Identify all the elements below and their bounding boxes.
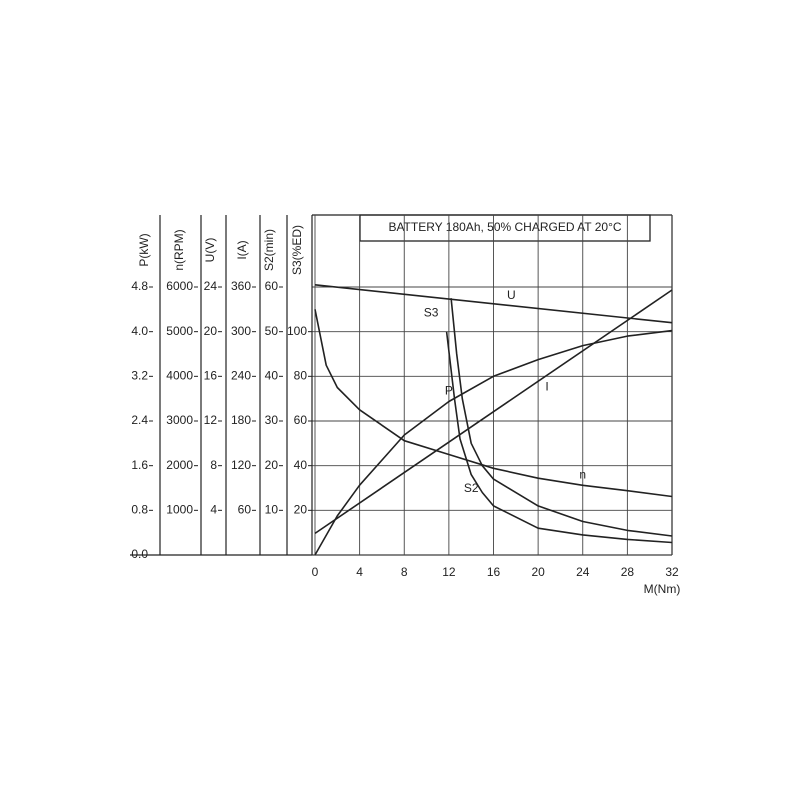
axis-label: S2(min) (262, 229, 276, 271)
y-tick-label: 100 (287, 324, 307, 338)
y-tick-label: 0.0 (131, 547, 148, 561)
line-series (314, 329, 673, 556)
y-tick-label: 3.2 (131, 369, 148, 383)
y-tick-label: 12 (204, 413, 218, 427)
y-tick-label: 240 (231, 369, 251, 383)
x-tick-label: 4 (356, 565, 363, 579)
axis-label: P(kW) (137, 233, 151, 266)
x-tick-label: 12 (442, 565, 456, 579)
x-tick-label: 24 (576, 565, 590, 579)
line-series (314, 309, 673, 498)
y-tick-label: 40 (265, 369, 279, 383)
line-series (314, 284, 673, 324)
x-axis-label: M(Nm) (644, 582, 681, 596)
x-tick-label: 20 (531, 565, 545, 579)
line-series (314, 289, 673, 535)
y-tick-label: 10 (265, 503, 279, 517)
axis-label: n(RPM) (172, 229, 186, 270)
axis-label: U(V) (203, 238, 217, 263)
x-tick-label: 16 (487, 565, 501, 579)
y-tick-label: 3000 (166, 413, 193, 427)
y-tick-label: 1.6 (131, 458, 148, 472)
y-tick-label: 360 (231, 279, 251, 293)
y-tick-label: 24 (204, 279, 218, 293)
y-tick-label: 6000 (166, 279, 193, 293)
y-tick-label: 0.8 (131, 503, 148, 517)
y-tick-label: 16 (204, 369, 218, 383)
y-tick-label: 300 (231, 324, 251, 338)
series-label: P (445, 384, 453, 398)
x-tick-label: 32 (665, 565, 679, 579)
y-tick-label: 5000 (166, 324, 193, 338)
series-label: S2 (464, 481, 479, 495)
y-tick-label: 4.8 (131, 279, 148, 293)
y-tick-label: 4000 (166, 369, 193, 383)
y-tick-label: 20 (265, 458, 279, 472)
series-label: I (545, 379, 548, 393)
y-tick-label: 20 (204, 324, 218, 338)
y-tick-label: 40 (294, 458, 308, 472)
series-label: n (579, 467, 586, 481)
y-tick-label: 80 (294, 369, 308, 383)
y-tick-label: 4 (210, 503, 217, 517)
y-tick-label: 2000 (166, 458, 193, 472)
y-tick-label: 60 (265, 279, 279, 293)
series-label: S3 (424, 305, 439, 319)
y-tick-label: 20 (294, 503, 308, 517)
y-tick-label: 50 (265, 324, 279, 338)
chart-title: BATTERY 180Ah, 50% CHARGED AT 20°C (388, 220, 621, 234)
line-series (450, 298, 673, 537)
axis-label: I(A) (235, 240, 249, 259)
x-tick-label: 0 (312, 565, 319, 579)
y-tick-label: 60 (294, 413, 308, 427)
x-tick-label: 8 (401, 565, 408, 579)
y-tick-label: 1000 (166, 503, 193, 517)
series-label: U (507, 288, 516, 302)
y-tick-label: 60 (238, 503, 252, 517)
line-series (445, 331, 673, 544)
y-tick-label: 4.0 (131, 324, 148, 338)
x-tick-label: 28 (621, 565, 635, 579)
y-tick-label: 2.4 (131, 413, 148, 427)
axis-label: S3(%ED) (290, 225, 304, 275)
y-tick-label: 120 (231, 458, 251, 472)
y-tick-label: 8 (210, 458, 217, 472)
y-tick-label: 30 (265, 413, 279, 427)
y-tick-label: 180 (231, 413, 251, 427)
